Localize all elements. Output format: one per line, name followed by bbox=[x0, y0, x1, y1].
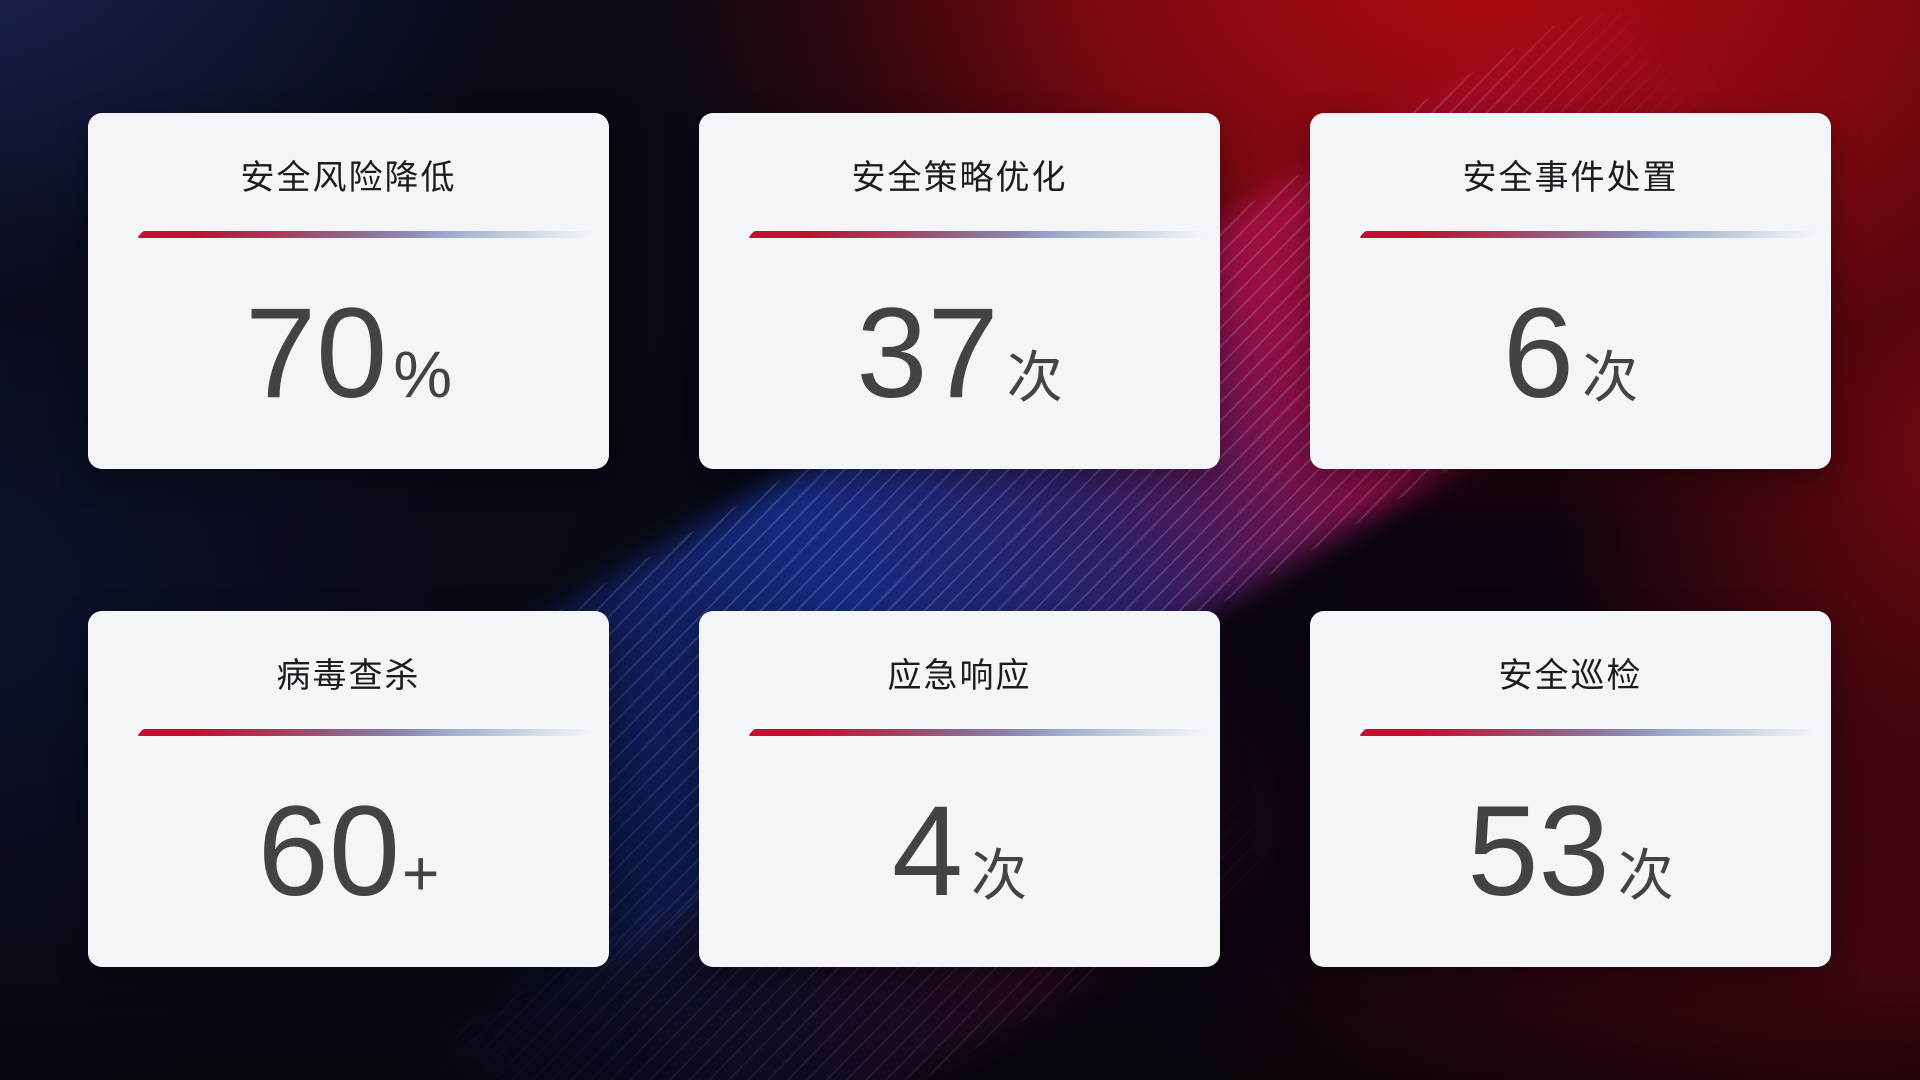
card-unit: 次 bbox=[1006, 345, 1063, 409]
card-value: 6 bbox=[1502, 281, 1575, 425]
card-value: 37 bbox=[856, 281, 999, 425]
card-unit: 次 bbox=[1582, 345, 1639, 409]
card-divider bbox=[137, 729, 598, 736]
card-value-line: 37 次 bbox=[856, 289, 1063, 418]
card-value: 53 bbox=[1467, 779, 1610, 923]
card-title: 安全事件处置 bbox=[1462, 159, 1679, 197]
card-unit: 次 bbox=[971, 843, 1028, 907]
card-title: 安全风险降低 bbox=[240, 159, 457, 197]
card-unit: 次 bbox=[1617, 843, 1674, 907]
card-title: 安全巡检 bbox=[1498, 657, 1643, 695]
card-value-row: 37 次 bbox=[699, 238, 1220, 469]
card-value-line: 53 次 bbox=[1467, 787, 1674, 916]
card-value-line: 60+ bbox=[258, 787, 440, 916]
card-divider bbox=[748, 231, 1209, 238]
card-title: 应急响应 bbox=[887, 657, 1032, 695]
card-divider bbox=[1359, 231, 1820, 238]
stat-card-security-inspection: 安全巡检 53 次 bbox=[1310, 611, 1831, 967]
stat-card-policy-optimization: 安全策略优化 37 次 bbox=[699, 113, 1220, 469]
card-value: 60 bbox=[257, 779, 400, 923]
card-title: 病毒查杀 bbox=[276, 657, 421, 695]
card-value: 4 bbox=[891, 779, 964, 923]
card-divider bbox=[1359, 729, 1820, 736]
stat-card-virus-scan: 病毒查杀 60+ bbox=[88, 611, 609, 967]
card-unit: + bbox=[402, 836, 440, 909]
card-unit: % bbox=[393, 336, 453, 411]
card-value-row: 53 次 bbox=[1310, 736, 1831, 967]
card-title: 安全策略优化 bbox=[851, 159, 1068, 197]
card-value: 70 bbox=[244, 281, 388, 425]
card-value-row: 60+ bbox=[88, 736, 609, 967]
card-divider bbox=[137, 231, 598, 238]
card-value-line: 70% bbox=[245, 289, 453, 418]
card-value-row: 70% bbox=[88, 238, 609, 469]
card-divider bbox=[748, 729, 1209, 736]
stat-card-risk-reduction: 安全风险降低 70% bbox=[88, 113, 609, 469]
